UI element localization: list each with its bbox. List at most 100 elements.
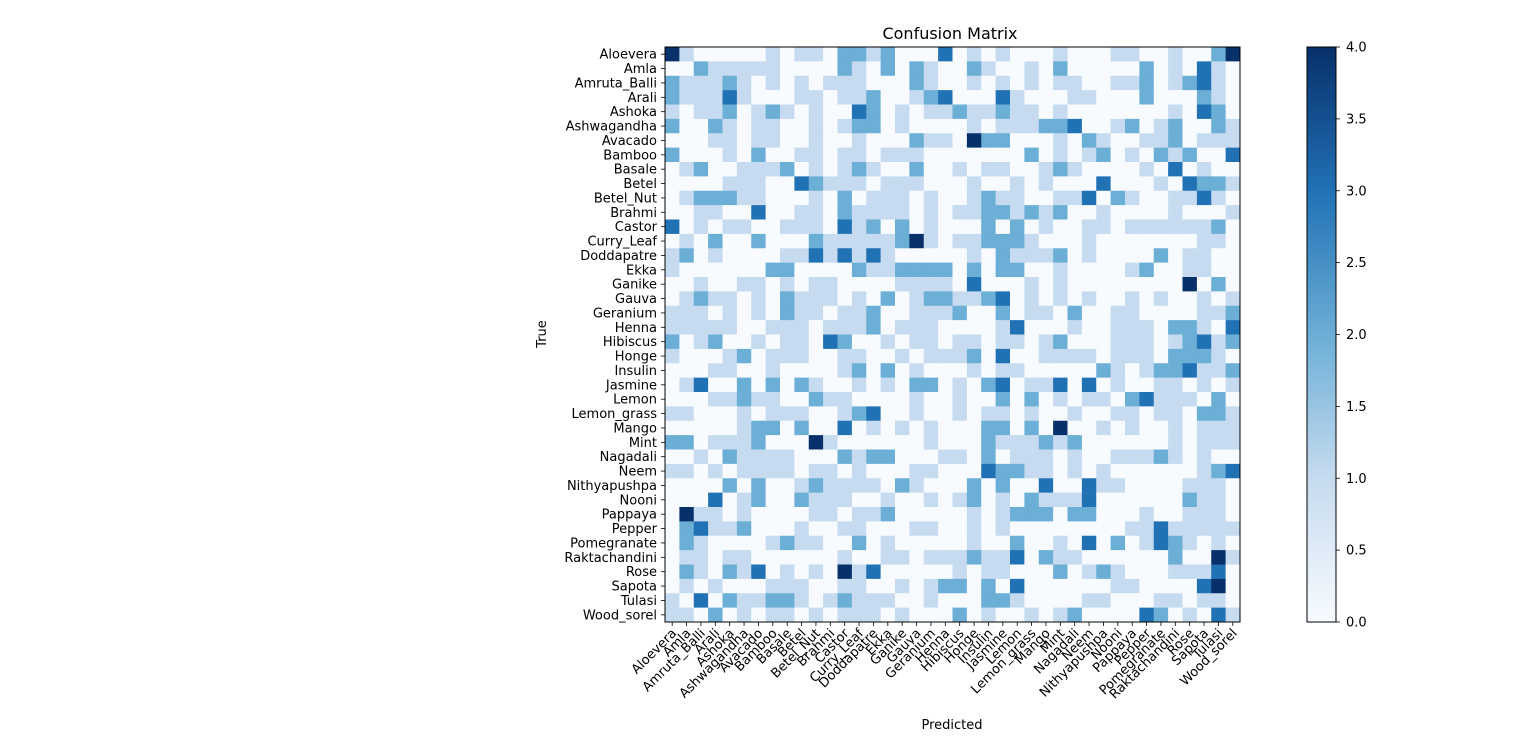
heatmap-cell (837, 334, 853, 350)
heatmap-cell (1110, 90, 1126, 105)
heatmap-cell (736, 535, 752, 551)
heatmap-cell (866, 162, 881, 177)
heatmap-cell (1067, 449, 1083, 465)
heatmap-cell (1024, 176, 1040, 192)
heatmap-cell (1182, 420, 1198, 436)
heatmap-cell (909, 492, 925, 508)
heatmap-cell (1125, 435, 1140, 450)
heatmap-cell (909, 219, 925, 235)
heatmap-cell (722, 133, 738, 148)
heatmap-cell (1225, 435, 1241, 450)
heatmap-cell (1139, 334, 1155, 350)
heatmap-cell (923, 176, 939, 192)
heatmap-cell (808, 535, 824, 551)
heatmap-cell (1053, 147, 1068, 163)
heatmap-cell (1225, 190, 1241, 206)
heatmap-cell (851, 420, 867, 436)
heatmap-cell (995, 162, 1011, 177)
heatmap-cell (981, 492, 996, 508)
heatmap-cell (823, 377, 838, 393)
y-tick-label: Nithyapushpa (567, 479, 657, 494)
heatmap-cell (1024, 507, 1040, 522)
heatmap-cell (736, 435, 752, 450)
heatmap-cell (909, 463, 925, 479)
heatmap-cell (1196, 334, 1212, 350)
heatmap-cell (880, 147, 896, 163)
heatmap-cell (1053, 291, 1068, 307)
heatmap-cell (679, 564, 695, 580)
heatmap-cell (909, 190, 925, 206)
heatmap-cell (966, 248, 982, 263)
heatmap-cell (1125, 176, 1140, 192)
heatmap-cell (880, 521, 896, 537)
heatmap-cell (693, 463, 709, 479)
heatmap-cell (1182, 277, 1198, 292)
heatmap-cell (722, 176, 738, 192)
heatmap-cell (995, 420, 1011, 436)
heatmap-cell (708, 449, 723, 465)
heatmap-cell (1038, 334, 1054, 350)
heatmap-cell (1081, 248, 1097, 263)
heatmap-cell (880, 478, 896, 493)
heatmap-cell (1153, 420, 1169, 436)
heatmap-cell (880, 535, 896, 551)
heatmap-cell (1081, 406, 1097, 422)
heatmap-cell (780, 219, 795, 235)
heatmap-cell (722, 75, 738, 91)
heatmap-cell (851, 118, 867, 134)
heatmap-cell (981, 61, 996, 77)
heatmap-cell (895, 449, 910, 465)
heatmap-cell (1053, 392, 1068, 407)
heatmap-cell (909, 90, 925, 105)
heatmap-cell (1096, 219, 1111, 235)
heatmap-cell (1110, 233, 1126, 249)
heatmap-cell (938, 190, 953, 206)
heatmap-cell (1168, 578, 1183, 594)
y-tick-label: Hibiscus (603, 335, 657, 350)
heatmap-cell (880, 190, 896, 206)
heatmap-cell (823, 392, 838, 407)
heatmap-cell (1024, 190, 1040, 206)
heatmap-cell (1139, 550, 1155, 565)
heatmap-cell (1168, 90, 1183, 105)
heatmap-cell (1024, 219, 1040, 235)
heatmap-cell (1038, 133, 1054, 148)
heatmap-cell (837, 47, 853, 62)
heatmap-cell (751, 75, 766, 91)
heatmap-cell (1196, 392, 1212, 407)
heatmap-cell (923, 190, 939, 206)
heatmap-cell (966, 219, 982, 235)
heatmap-cell (880, 564, 896, 580)
heatmap-cell (1110, 320, 1126, 335)
heatmap-cell (808, 420, 824, 436)
heatmap-cell (952, 449, 968, 465)
heatmap-cell (866, 550, 881, 565)
heatmap-cell (938, 205, 953, 220)
heatmap-cell (995, 392, 1011, 407)
heatmap-cell (1110, 449, 1126, 465)
heatmap-cell (665, 262, 680, 278)
heatmap-cell (981, 435, 996, 450)
heatmap-cell (722, 507, 738, 522)
heatmap-cell (679, 248, 695, 263)
heatmap-cell (765, 90, 781, 105)
heatmap-cell (1110, 291, 1126, 307)
heatmap-cell (1196, 305, 1212, 321)
heatmap-cell (1010, 162, 1025, 177)
heatmap-cell (966, 320, 982, 335)
heatmap-cell (837, 320, 853, 335)
heatmap-cell (679, 535, 695, 551)
heatmap-cell (938, 90, 953, 105)
heatmap-cell (895, 320, 910, 335)
heatmap-cell (966, 61, 982, 77)
heatmap-cell (1182, 190, 1198, 206)
heatmap-cell (1125, 190, 1140, 206)
y-tick-label: Mint (629, 436, 657, 451)
heatmap-cell (909, 435, 925, 450)
heatmap-cell (665, 492, 680, 508)
heatmap-cell (665, 133, 680, 148)
heatmap-cell (794, 104, 810, 120)
heatmap-cell (895, 521, 910, 537)
heatmap-cell (952, 219, 968, 235)
heatmap-cell (880, 392, 896, 407)
